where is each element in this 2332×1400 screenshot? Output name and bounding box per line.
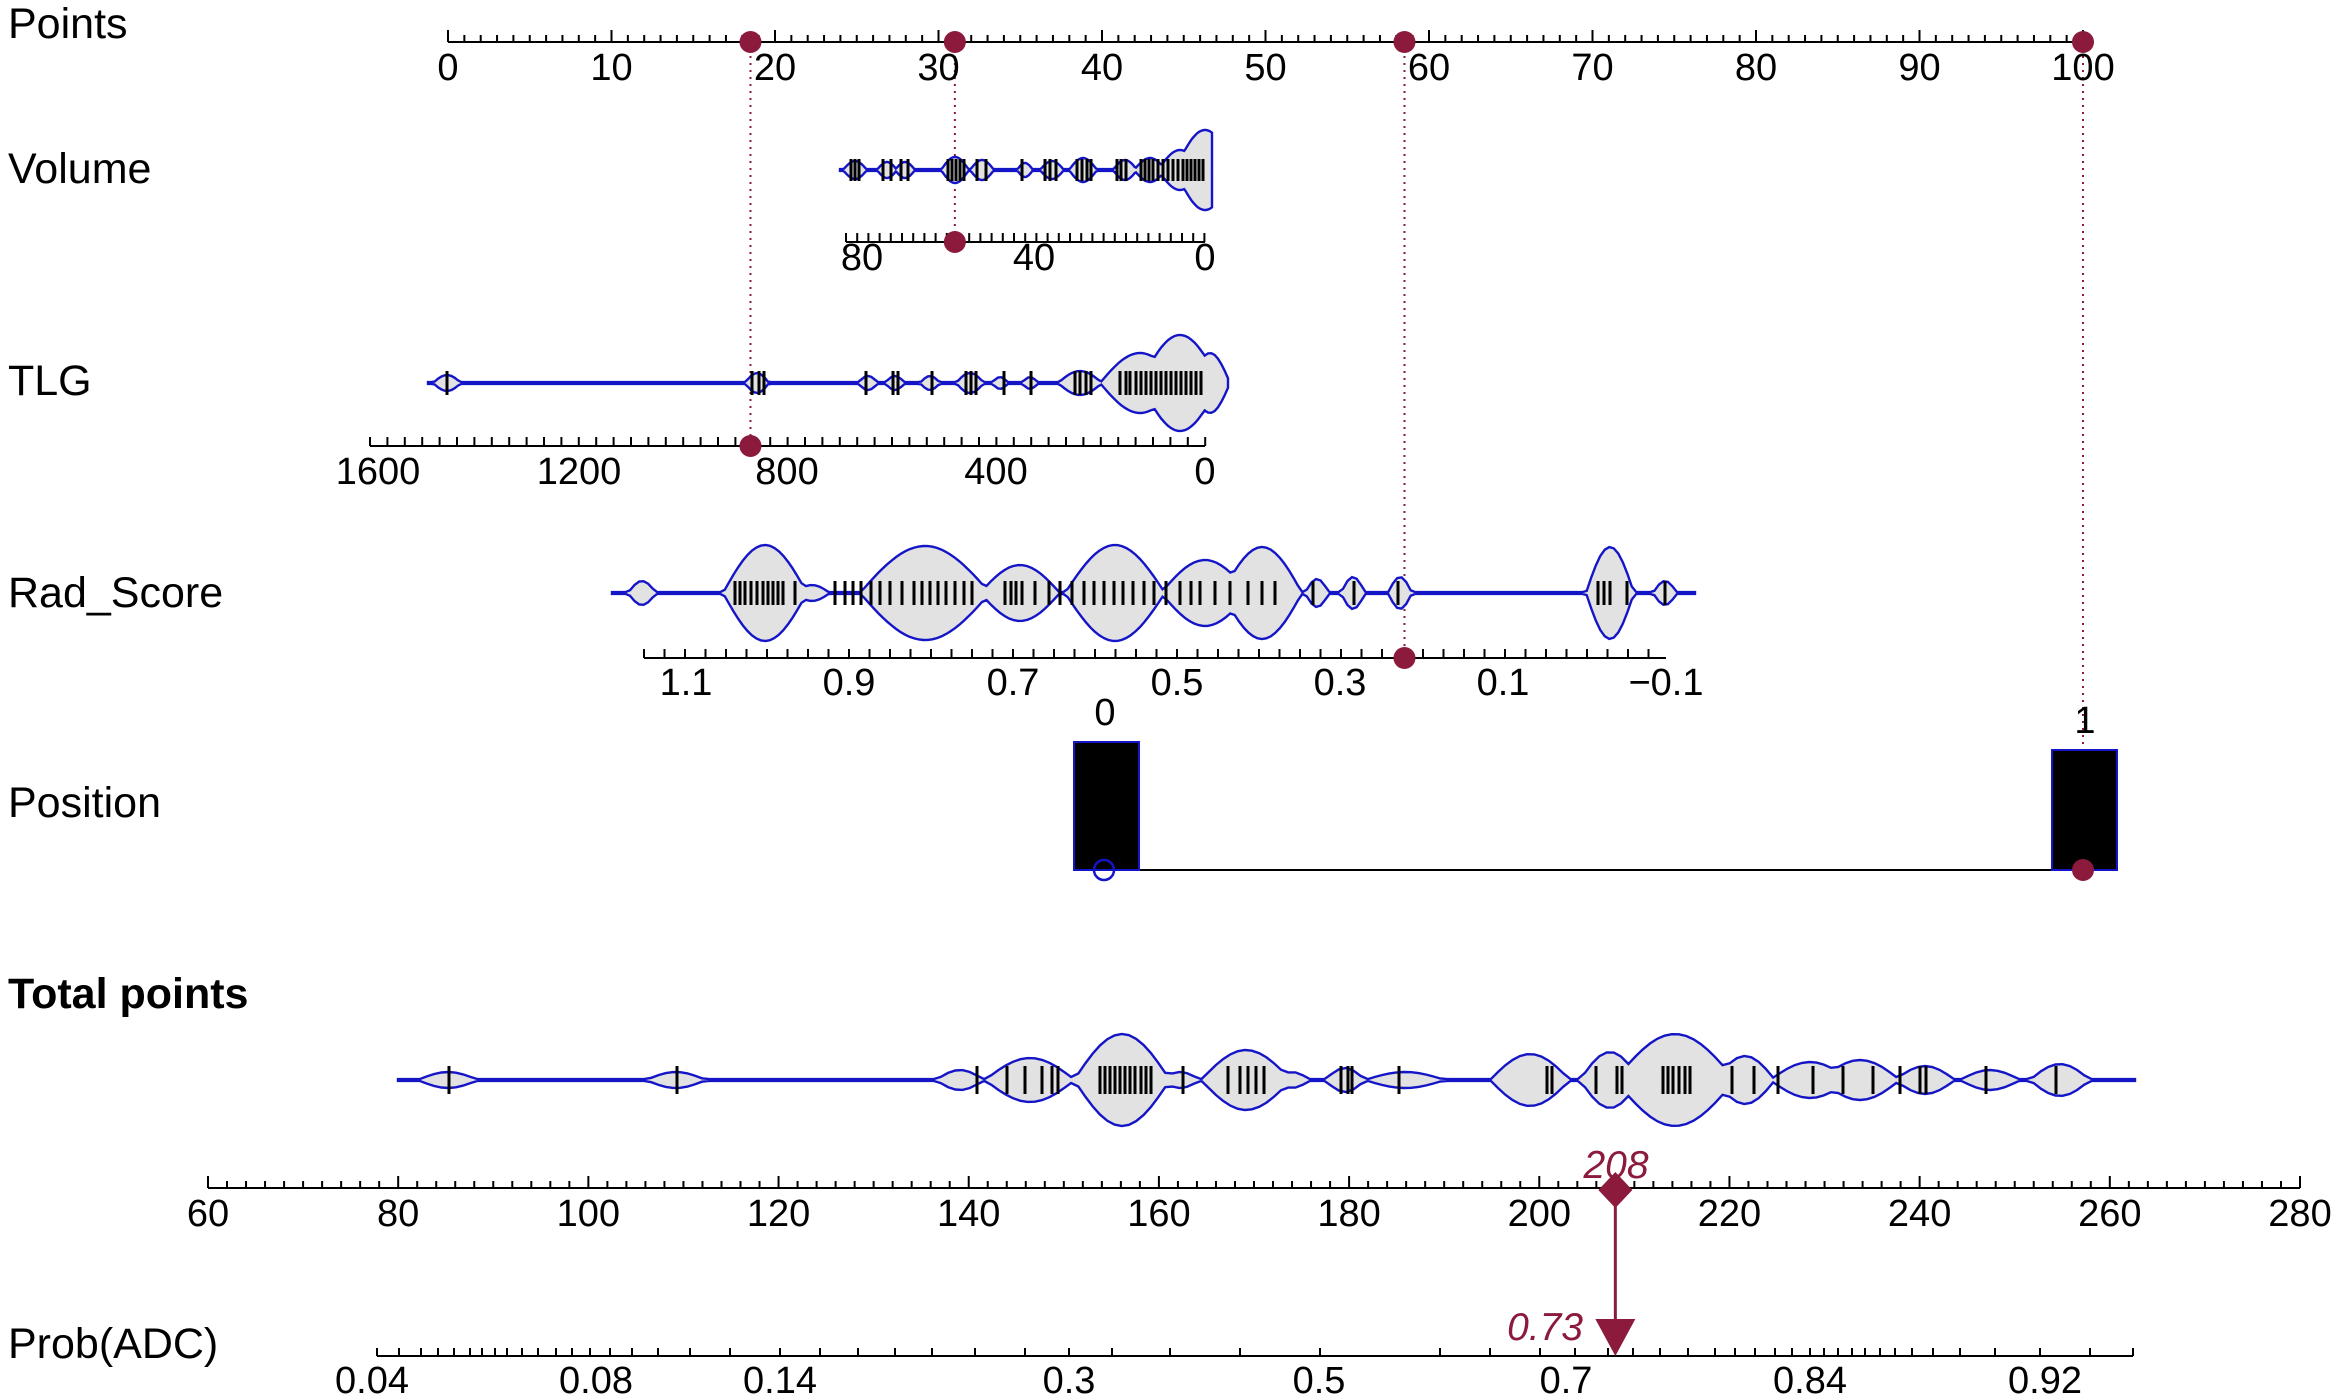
row-label-rad-score: Rad_Score [8, 569, 223, 617]
total-points-violin [396, 1032, 2137, 1128]
position-open-marker [1092, 858, 1116, 882]
points-tick-label: 50 [1244, 47, 1286, 89]
points-tick-label: 20 [754, 47, 796, 89]
row-label-total-points: Total points [8, 970, 248, 1018]
row-label-tlg: TLG [8, 357, 92, 405]
tlg-tick-label: 800 [755, 451, 818, 493]
tlg-value-marker [739, 435, 762, 457]
tlg-violin [426, 333, 1230, 433]
total-points-value-label: 208 [1582, 1144, 1648, 1187]
tlg-tick-label: 1200 [537, 451, 622, 493]
points-tick-label: 80 [1735, 47, 1777, 89]
total-points-tick-label: 100 [557, 1193, 620, 1235]
position-category-label: 0 [1094, 692, 1115, 734]
rad-score-value-marker [1393, 647, 1416, 669]
points-tick-label: 60 [1408, 47, 1450, 89]
position-value-marker [2072, 859, 2094, 881]
total-points-tick-label: 240 [1888, 1193, 1951, 1235]
rad-score-tick-label: 0.7 [987, 662, 1040, 704]
row-label-points: Points [8, 0, 128, 48]
row-label-prob: Prob(ADC) [8, 1320, 218, 1368]
tlg-points-marker [739, 31, 762, 53]
prob-value-label: 0.73 [1507, 1306, 1583, 1349]
row-label-volume: Volume [8, 145, 151, 193]
prob-tick-label: 0.92 [2008, 1360, 2082, 1400]
volume-tick-label: 80 [841, 237, 883, 279]
position-bar-1 [2051, 749, 2118, 871]
volume-violin [838, 128, 1214, 212]
total-points-tick-label: 120 [747, 1193, 810, 1235]
prob-tick-label: 0.84 [1773, 1360, 1847, 1400]
prob-arrowhead-marker [1595, 1319, 1636, 1356]
volume-tick-label: 40 [1013, 237, 1055, 279]
position-points-marker [2072, 31, 2094, 53]
prob-tick-label: 0.3 [1043, 1360, 1096, 1400]
row-label-position: Position [8, 779, 161, 827]
total-points-tick-label: 260 [2078, 1193, 2141, 1235]
points-tick-label: 70 [1571, 47, 1613, 89]
total-points-tick-label: 180 [1317, 1193, 1380, 1235]
tlg-tick-label: 0 [1194, 451, 1215, 493]
rad-score-tick-label: 0.5 [1151, 662, 1204, 704]
position-bar-0 [1073, 741, 1140, 871]
total-points-diamond-marker [1598, 1172, 1633, 1208]
prob-tick-label: 0.7 [1540, 1360, 1593, 1400]
total-points-tick-label: 160 [1127, 1193, 1190, 1235]
prob-tick-label: 0.14 [743, 1360, 817, 1400]
total-points-tick-label: 80 [377, 1193, 419, 1235]
prob-tick-label: 0.08 [559, 1360, 633, 1400]
rad-score-tick-label: −0.1 [1628, 662, 1703, 704]
tlg-tick-label: 1600 [336, 451, 421, 493]
rad-score-tick-label: 0.3 [1314, 662, 1367, 704]
points-tick-label: 40 [1081, 47, 1123, 89]
violins-layer [396, 128, 2137, 1128]
volume-value-marker [943, 231, 966, 253]
prob-tick-label: 0.5 [1293, 1360, 1346, 1400]
rad-score-tick-label: 0.1 [1477, 662, 1530, 704]
total-points-tick-label: 280 [2268, 1193, 2331, 1235]
points-tick-label: 0 [437, 47, 458, 89]
total-points-tick-label: 140 [937, 1193, 1000, 1235]
points-tick-label: 100 [2051, 47, 2114, 89]
tlg-tick-label: 400 [964, 451, 1027, 493]
points-tick-label: 10 [590, 47, 632, 89]
total-points-tick-label: 220 [1698, 1193, 1761, 1235]
points-tick-label: 90 [1898, 47, 1940, 89]
prob-tick-label: 0.04 [335, 1360, 409, 1400]
total-points-tick-label: 60 [187, 1193, 229, 1235]
volume-points-marker [943, 31, 966, 53]
markers-layer [739, 31, 2094, 1356]
rad-score-points-marker [1393, 31, 1416, 53]
rad-score-tick-label: 0.9 [823, 662, 876, 704]
position-category-label: 1 [2074, 700, 2095, 742]
volume-tick-label: 0 [1194, 237, 1215, 279]
points-tick-label: 30 [917, 47, 959, 89]
axes-layer [207, 30, 2301, 1357]
rad-score-tick-label: 1.1 [660, 662, 713, 704]
total-points-tick-label: 200 [1508, 1193, 1571, 1235]
